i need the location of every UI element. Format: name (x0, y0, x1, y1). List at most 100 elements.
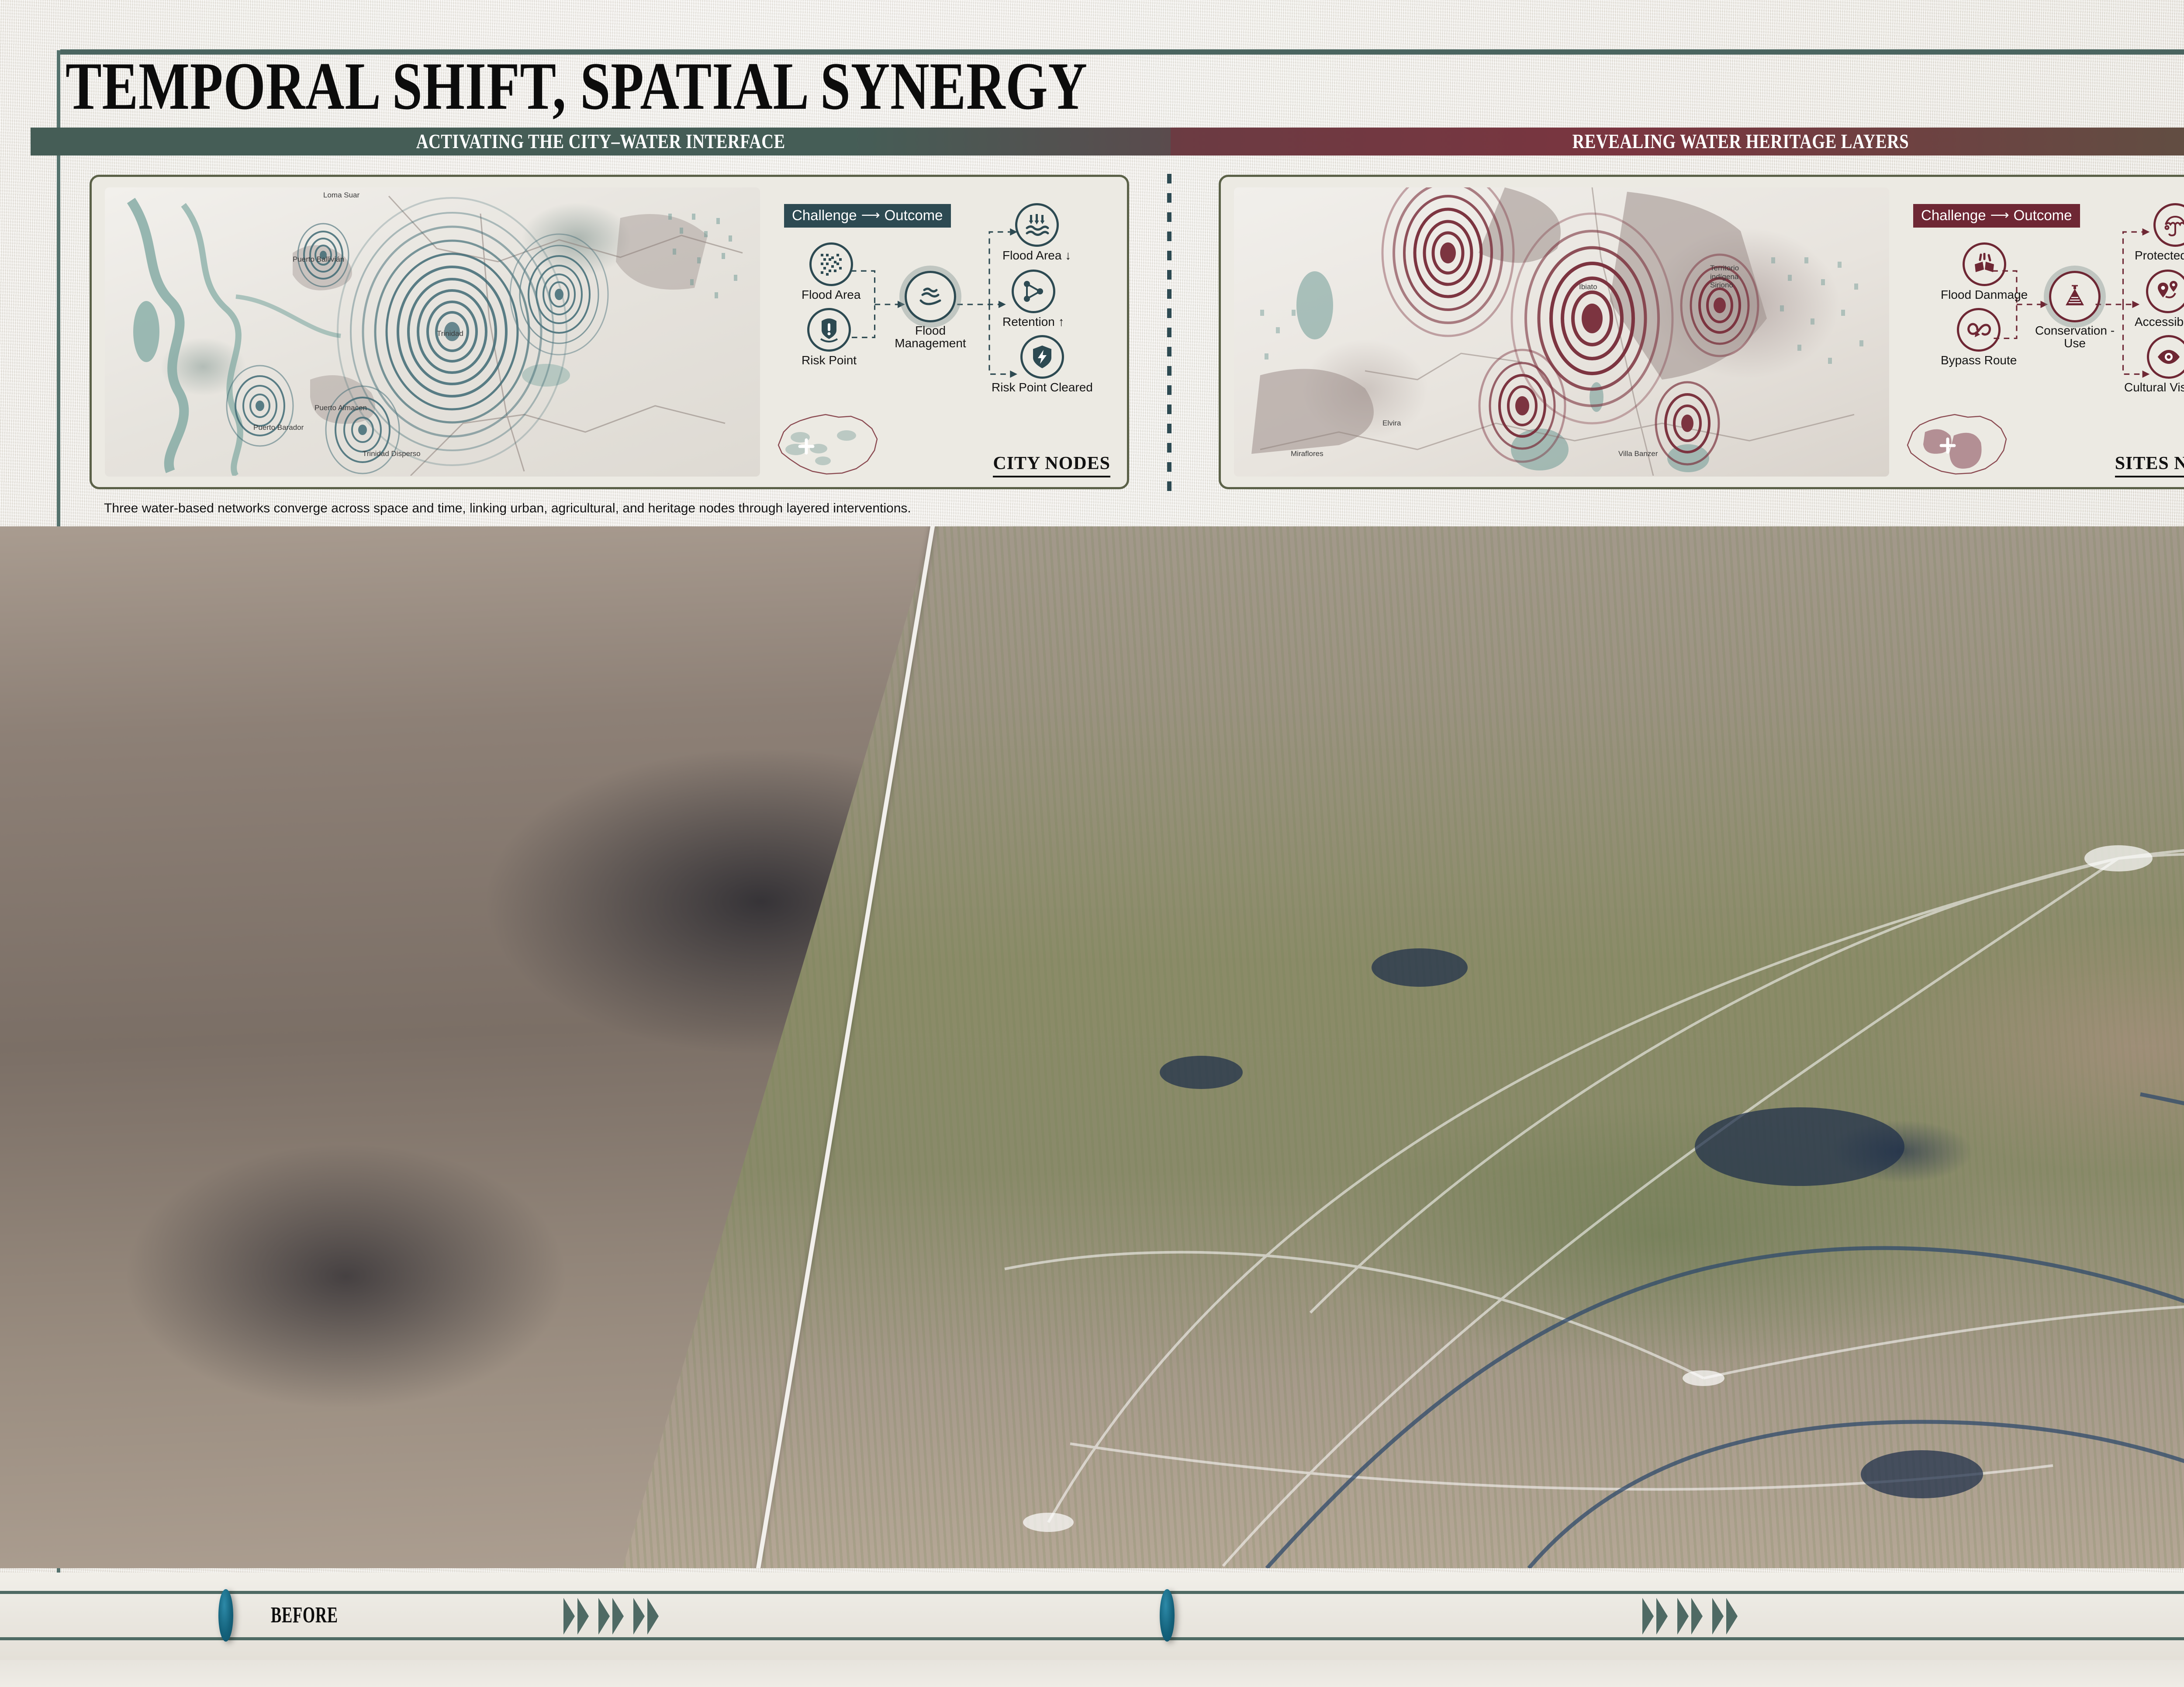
node-label: Retention ↑ (1002, 315, 1064, 328)
page-title: TEMPORAL SHIFT, SPATIAL SYNERGY (66, 48, 1088, 124)
node-label: Risk Point (802, 353, 857, 367)
heritage-layers-sites (1251, 187, 1863, 476)
node-label: Flood Management (895, 324, 966, 350)
map-label: Elvira (1382, 419, 1401, 427)
node-label: Flood Area (802, 288, 861, 301)
node-retention-up[interactable]: Retention ↑ (1002, 270, 1064, 329)
timeline-chevrons-right (1642, 1598, 1738, 1635)
panel-city-nodes: Loma Suar Puerto Ballivián Trinidad Puer… (90, 175, 1129, 489)
chip-outcome-label: Outcome (884, 207, 943, 223)
node-label: Bypass Route (1941, 353, 2017, 367)
section-band-city: ACTIVATING THE CITY–WATER INTERFACE (31, 128, 1171, 156)
arrow-right-icon: ⟶ (861, 208, 880, 222)
section-band-city-label: ACTIVATING THE CITY–WATER INTERFACE (416, 130, 785, 153)
node-label: Protected Area (2135, 249, 2184, 262)
timeline-rule-top (0, 1591, 2184, 1594)
title-top-rule (60, 49, 2184, 55)
challenge-outcome-chip-city: Challenge ⟶ Outcome (784, 204, 951, 228)
map-label: Puerto Almacen (314, 404, 367, 412)
network-triangle-icon-glyph (1023, 281, 1043, 302)
pyramid-heritage-icon (2049, 271, 2101, 322)
node-label: Risk Point Cleared (992, 380, 1093, 394)
hero-after-state (622, 526, 2184, 1568)
shield-bolt-icon-glyph (1033, 346, 1051, 368)
arrow-right-icon: ⟶ (1990, 208, 2009, 222)
network-triangle-icon (1011, 270, 1055, 313)
mini-locator-map-city (778, 414, 878, 475)
connector-lines-city (850, 228, 1018, 378)
node-flood-area-down[interactable]: Flood Area ↓ (1002, 203, 1071, 263)
diagram-city-nodes: Challenge ⟶ Outcome (760, 177, 1127, 487)
map-label: Puerto Ballivián (293, 255, 345, 263)
diagram-sites-nodes: Challenge ⟶ Outcome (1889, 177, 2184, 487)
node-label: Conservation -Use (2035, 324, 2115, 350)
pyramid-heritage-icon-glyph (2066, 285, 2084, 305)
node-label: Cultural Visibility (2124, 380, 2184, 394)
node-cultural-visibility[interactable]: Cultural Visibility (2124, 335, 2184, 394)
eye-icon-glyph (2158, 350, 2180, 364)
map-label: Trinidad (437, 329, 463, 338)
loop-route-icon-glyph (1967, 323, 1991, 337)
node-label: Flood Area ↓ (1002, 249, 1071, 262)
water-waves-icon-glyph (919, 287, 941, 305)
node-protected-area[interactable]: Protected Area (2135, 203, 2184, 263)
map-pins-icon-glyph (2158, 281, 2178, 298)
mini-locator-map-sites (1907, 414, 2007, 475)
urban-grid-icon (809, 242, 853, 286)
water-waves-icon (905, 271, 956, 322)
description-line-1: Three water-based networks converge acro… (104, 501, 911, 515)
section-band-heritage-label: REVEALING WATER HERITAGE LAYERS (1572, 130, 1909, 153)
umbrella-icon (2153, 203, 2184, 247)
timeline-bar[interactable]: BEFORE AFTER (0, 1573, 2184, 1660)
map-label: Loma Suar (323, 191, 360, 199)
hero-aerial-image (0, 526, 2184, 1568)
column-separator-1 (1167, 174, 1171, 493)
chip-outcome-label: Outcome (2013, 207, 2072, 223)
node-flood-area[interactable]: Flood Area (802, 242, 860, 302)
timeline-marker-mid-1[interactable] (1160, 1589, 1175, 1642)
network-arcs-overlay (1004, 840, 2184, 1568)
bottom-base-strip (0, 1660, 2184, 1687)
warning-shield-icon (807, 308, 851, 352)
shield-bolt-icon (1020, 335, 1064, 379)
timeline-marker-start[interactable] (218, 1589, 233, 1642)
panel-caption-city: CITY NODES (993, 453, 1110, 477)
map-basemap-city (105, 187, 760, 477)
water-inflow-icon-glyph (1026, 214, 1049, 236)
broken-structure-icon-glyph (1974, 253, 1994, 272)
panel-sites-nodes: Miraflores Elvira Villa Banzer Territori… (1219, 175, 2184, 489)
challenge-outcome-chip-sites: Challenge ⟶ Outcome (1913, 204, 2080, 228)
chip-challenge-label: Challenge (1921, 207, 1986, 223)
broken-structure-icon (1962, 242, 2006, 286)
map-label: Villa Banzer (1618, 449, 1658, 458)
node-risk-point[interactable]: Risk Point (802, 308, 857, 367)
map-label: Puerto Barador (253, 423, 304, 432)
chip-challenge-label: Challenge (792, 207, 857, 223)
connector-lines-sites (1992, 228, 2150, 378)
river-network-city (127, 195, 743, 476)
node-risk-point-cleared[interactable]: Risk Point Cleared (992, 335, 1093, 394)
node-flood-management[interactable]: Flood Management (891, 271, 970, 350)
map-label: Trinidad Disperso (363, 449, 421, 458)
map-thumbnail-city[interactable]: Loma Suar Puerto Ballivián Trinidad Puer… (105, 187, 760, 477)
timeline-label-before: BEFORE (271, 1603, 338, 1628)
umbrella-icon-glyph (2164, 215, 2184, 237)
node-label: Flood Danmage (1941, 288, 2028, 301)
eye-icon (2147, 335, 2184, 379)
map-thumbnail-sites[interactable]: Miraflores Elvira Villa Banzer Territori… (1234, 187, 1889, 477)
map-label: Territorio indígena Sirionó (1710, 264, 1739, 290)
map-pins-icon (2146, 270, 2184, 313)
node-label: Accessibility (2135, 315, 2184, 328)
water-inflow-icon (1015, 203, 1059, 247)
map-label: Ibiato (1579, 283, 1597, 291)
node-accessibility[interactable]: Accessibility (2135, 270, 2184, 329)
timeline-chevrons-left (563, 1598, 659, 1635)
node-bypass-route[interactable]: Bypass Route (1941, 308, 2017, 367)
panel-caption-sites: SITES NODES (2115, 453, 2184, 477)
warning-shield-icon-glyph (820, 318, 838, 342)
node-conservation-use[interactable]: Conservation -Use (2031, 271, 2118, 350)
node-flood-damage[interactable]: Flood Danmage (1941, 242, 2028, 302)
section-band-heritage: REVEALING WATER HERITAGE LAYERS (1171, 128, 2184, 156)
urban-grid-icon-glyph (820, 254, 842, 276)
